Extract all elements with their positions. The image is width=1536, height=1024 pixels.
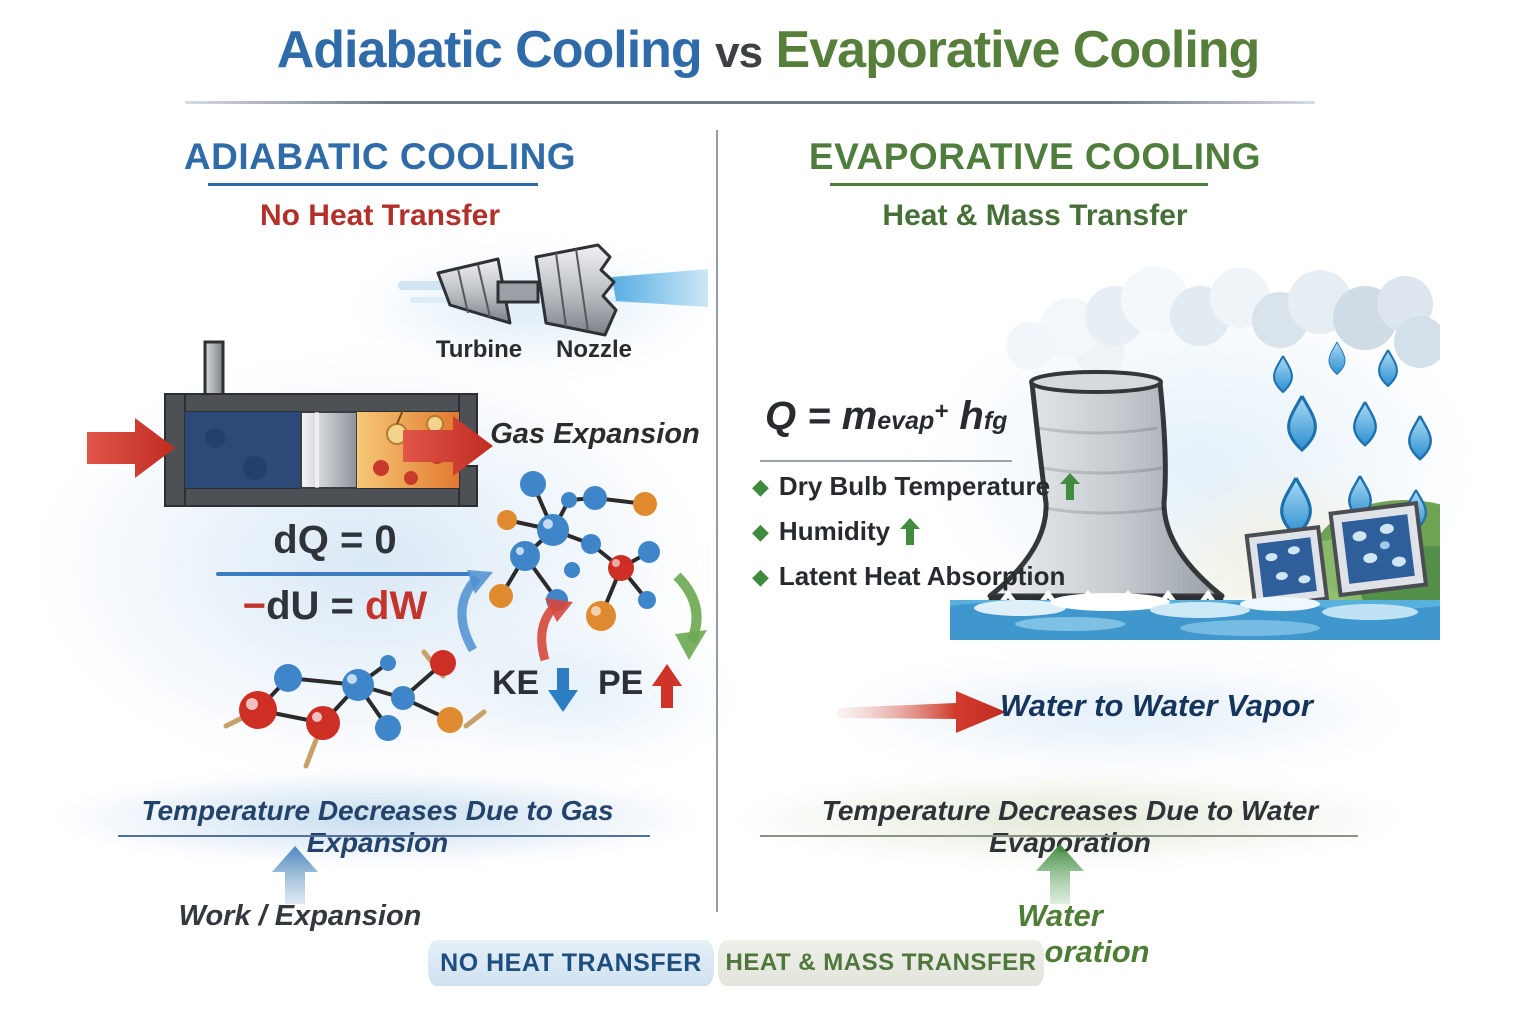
piston-cylinder-illustration: [87, 340, 493, 507]
left-temp-note: Temperature Decreases Due to Gas Expansi…: [141, 795, 614, 858]
molecule-chain-illustration: [223, 649, 487, 769]
pe-up-arrow-icon: [652, 664, 682, 708]
left-temp-underline: [118, 835, 650, 837]
equation-divider: [216, 572, 471, 576]
bullet-humidity: ◆ Humidity: [752, 509, 1082, 554]
left-subheading: No Heat Transfer: [259, 199, 501, 232]
water-to-vapor-label: Water to Water Vapor: [1000, 688, 1313, 723]
bullet-label: Dry Bulb Temperature: [778, 471, 1051, 501]
title-evaporative: Evaporative Cooling: [775, 21, 1261, 79]
equation-dq: dQ = 0: [273, 518, 397, 562]
minus-sign: −: [242, 584, 267, 628]
steam-clouds: [1006, 266, 1440, 378]
eq-evap-subscript: evap: [877, 407, 935, 435]
page-title: Adiabatic Cooling vs Evaporative Cooling: [0, 20, 1536, 80]
evaporation-equation: Q = mevap+ hfg: [765, 394, 1007, 439]
molecule-cluster-illustration: [457, 471, 707, 662]
title-divider: [185, 101, 1315, 104]
cooling-tower-illustration: [950, 266, 1440, 640]
left-heading: ADIABATIC COOLING: [183, 136, 577, 177]
equation-right-underline: [760, 460, 1012, 462]
diamond-bullet-icon: ◆: [752, 518, 769, 544]
turbine-label: Turbine: [435, 336, 523, 363]
bullet-label: Humidity: [778, 516, 891, 546]
red-right-arrow-icon: [838, 691, 1006, 733]
eq-q-term: Q = m: [765, 394, 878, 438]
left-banner-label: NO HEAT TRANSFER: [440, 949, 702, 977]
eq-fg-subscript: fg: [983, 407, 1008, 435]
equation-du-dw: −dU = dW: [175, 584, 495, 629]
left-heading-underline: [208, 183, 538, 186]
outflow-arrow-icon: [403, 416, 493, 476]
eq-h-term: h: [948, 394, 984, 438]
pe-label: PE: [598, 664, 644, 702]
right-subheading: Heat & Mass Transfer: [882, 199, 1188, 232]
ke-down-arrow-icon: [548, 668, 578, 712]
eq-operator: +: [934, 398, 949, 425]
evaporative-bullet-list: ◆ Dry Bulb Temperature ◆ Humidity ◆ Late…: [752, 464, 1082, 599]
water-droplets-icon: [1273, 341, 1432, 538]
right-heading-underline: [830, 183, 1208, 186]
right-heading: EVAPORATIVE COOLING: [808, 136, 1262, 177]
right-temp-underline: [760, 835, 1358, 837]
nozzle-label: Nozzle: [555, 336, 632, 363]
column-divider: [716, 130, 718, 912]
diamond-bullet-icon: ◆: [752, 563, 769, 589]
evaporation-up-arrow-icon: [1036, 844, 1084, 904]
red-curved-arrow-icon: [537, 602, 559, 662]
right-banner-label: HEAT & MASS TRANSFER: [725, 949, 1037, 976]
dw-term: dW: [365, 584, 428, 628]
right-banner-band: [718, 940, 1044, 986]
work-expansion-label: Work / Expansion: [178, 900, 422, 932]
right-temp-note: Temperature Decreases Due to Water Evapo…: [821, 795, 1319, 858]
right-note-wash: [735, 772, 1405, 866]
work-up-arrow-icon: [272, 846, 318, 904]
green-up-arrow-icon: [900, 518, 921, 545]
bullet-label: Latent Heat Absorption: [778, 561, 1066, 591]
inflow-arrow-icon: [87, 418, 175, 478]
gas-expansion-label: Gas Expansion: [490, 418, 700, 450]
bullet-latent-heat: ◆ Latent Heat Absorption: [752, 554, 1082, 599]
diamond-bullet-icon: ◆: [752, 473, 769, 499]
left-note-wash: [55, 772, 700, 864]
left-banner-band: [428, 940, 714, 986]
turbine-nozzle-illustration: [398, 243, 708, 337]
title-adiabatic: Adiabatic Cooling: [276, 21, 703, 79]
title-vs: vs: [715, 28, 763, 77]
green-up-arrow-icon: [1060, 473, 1081, 500]
ke-label: KE: [492, 664, 540, 702]
cooling-panels: [1244, 500, 1429, 610]
du-term: dU =: [266, 584, 366, 628]
bullet-dry-bulb: ◆ Dry Bulb Temperature: [752, 464, 1082, 509]
